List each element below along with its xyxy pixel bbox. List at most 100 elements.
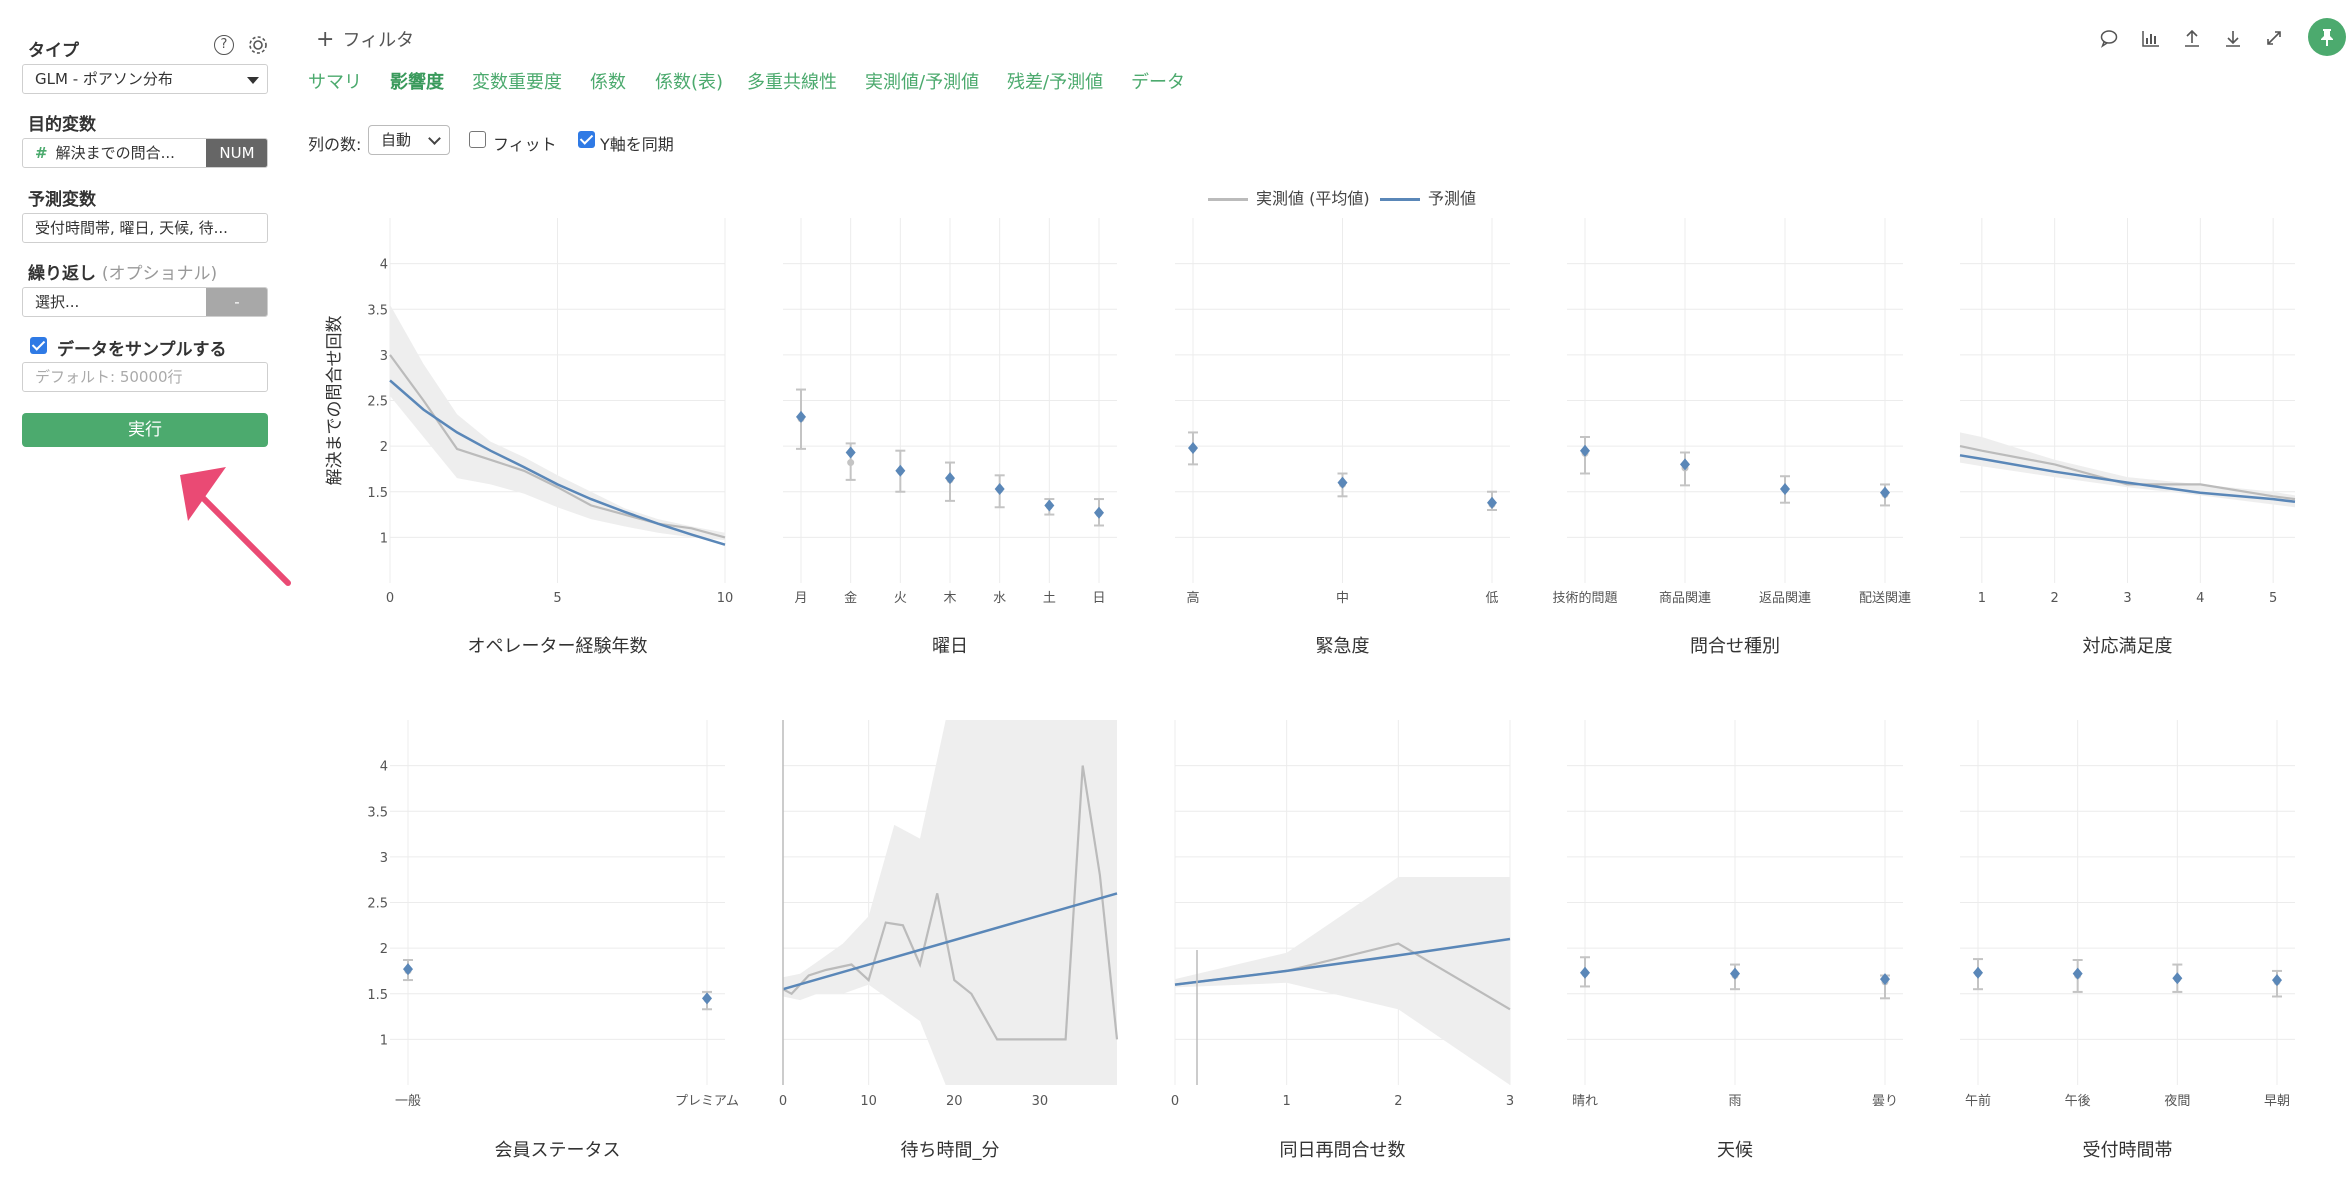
actual-point [1189, 445, 1197, 453]
actual-point [896, 468, 904, 476]
tab-data[interactable]: データ [1131, 72, 1185, 93]
x-tick-label: 高 [1186, 590, 1199, 606]
tab-summary[interactable]: サマリ [308, 72, 362, 93]
x-tick-label: 0 [779, 1094, 787, 1109]
actual-point [1581, 449, 1589, 457]
chart-title: 会員ステータス [495, 1140, 621, 1161]
sample-size-input[interactable]: デフォルト: 50000行 [22, 362, 268, 392]
pred-point [2172, 972, 2183, 985]
pred-point [1730, 967, 1740, 980]
pred-point [994, 483, 1005, 496]
pin-icon[interactable] [2308, 18, 2346, 56]
legend-actual-swatch [1208, 198, 1248, 201]
actual-point [1731, 972, 1739, 979]
chart-panel-7: 0 10 20 30 待ち時間_分 [779, 720, 1119, 1161]
tab-residual[interactable]: 残差/予測値 [1007, 72, 1104, 93]
pred-point [1188, 441, 1198, 454]
pred-point [403, 963, 413, 976]
pred-point [1487, 496, 1497, 509]
pred-point [1337, 476, 1348, 489]
x-tick-label: 午前 [1965, 1093, 1991, 1109]
actual-point [1488, 501, 1496, 509]
pred-point [796, 410, 806, 423]
x-tick-label: 中 [1336, 591, 1349, 606]
pred-point [1973, 966, 1983, 979]
tab-coef-table[interactable]: 係数(表) [655, 72, 724, 93]
pred-line [389, 379, 726, 546]
filter-label: フィルタ [342, 30, 415, 51]
x-tick-label: 晴れ [1572, 1094, 1598, 1109]
actual-point [1881, 490, 1889, 498]
x-tick-label: 雨 [1728, 1094, 1741, 1109]
add-filter-button[interactable]: + フィルタ [316, 26, 414, 52]
columns-select[interactable]: 自動 [368, 125, 450, 155]
x-tick-label: 2 [1394, 1094, 1402, 1109]
confidence-band [783, 720, 1117, 1085]
y-tick-label: 1 [380, 531, 388, 546]
x-tick-label: 夜間 [2164, 1094, 2190, 1109]
tab-coef[interactable]: 係数 [590, 72, 626, 93]
x-tick-label: 30 [1032, 1094, 1049, 1109]
help-icon[interactable]: ? [214, 35, 234, 55]
actual-line [1959, 445, 2296, 501]
x-tick-label: 0 [1171, 1094, 1179, 1109]
repeat-select[interactable]: 選択... - [22, 287, 268, 317]
tab-actual-pred[interactable]: 実測値/予測値 [865, 72, 980, 93]
x-tick-label: 4 [2196, 591, 2204, 606]
actual-point [703, 995, 711, 1003]
x-tick-label: 20 [946, 1094, 963, 1109]
sync-y-checkbox[interactable] [578, 131, 595, 148]
download-icon[interactable] [2222, 28, 2244, 50]
x-tick-label: 木 [943, 591, 956, 606]
type-select[interactable]: GLM - ポアソン分布 [22, 64, 268, 94]
y-tick-label: 3 [380, 851, 388, 866]
expand-icon[interactable] [2263, 28, 2285, 50]
tab-importance[interactable]: 変数重要度 [472, 72, 562, 93]
actual-point [1095, 510, 1103, 518]
pred-point [702, 992, 712, 1005]
confidence-band [1175, 877, 1510, 1085]
sample-label: データをサンプルする [57, 340, 227, 360]
run-button[interactable]: 実行 [22, 413, 268, 447]
chart-title: 天候 [1717, 1140, 1753, 1161]
x-tick-label: 0 [386, 591, 394, 606]
y-tick-label: 4 [380, 258, 388, 273]
legend-actual-label: 実測値 (平均値) [1256, 189, 1370, 208]
upload-icon[interactable] [2181, 28, 2203, 50]
chart-icon[interactable] [2140, 28, 2162, 50]
predictor-field[interactable]: 受付時間帯, 曜日, 天候, 待... [22, 213, 268, 243]
x-tick-label: 曇り [1872, 1094, 1898, 1109]
chart-title: オペレーター経験年数 [468, 636, 648, 657]
chart-title: 緊急度 [1316, 636, 1370, 657]
chart-panel-5: 1 2 3 4 5 対応満足度 [1959, 218, 2296, 657]
x-tick-label: 水 [993, 591, 1006, 606]
x-tick-label: 配送関連 [1859, 591, 1911, 606]
gear-icon[interactable] [247, 34, 269, 60]
predictor-label: 予測変数 [28, 190, 96, 210]
repeat-clear-button[interactable]: - [206, 288, 267, 316]
fit-checkbox[interactable] [469, 131, 486, 148]
pred-point [1580, 444, 1590, 457]
tab-multicollinearity[interactable]: 多重共線性 [747, 72, 837, 93]
pred-point [1580, 966, 1590, 979]
comment-icon[interactable] [2098, 28, 2120, 50]
chart-panel-8: 0 1 2 3 同日再問合せ数 [1171, 720, 1514, 1161]
actual-point [404, 967, 412, 975]
target-field[interactable]: # 解決までの問合... NUM [22, 138, 268, 168]
x-tick-label: 日 [1092, 591, 1105, 606]
pred-point [1680, 458, 1690, 471]
y-tick-label: 1.5 [367, 988, 388, 1003]
chevron-down-icon [428, 132, 441, 145]
legend-pred: 予測値 [1380, 185, 1476, 209]
sample-checkbox[interactable] [30, 337, 47, 354]
confidence-band [1960, 432, 2295, 508]
x-tick-label: 3 [2123, 591, 2131, 606]
chart-title: 受付時間帯 [2083, 1140, 2173, 1161]
y-tick-label: 1.5 [367, 486, 388, 501]
chevron-down-icon [247, 77, 259, 84]
x-tick-label: 午後 [2065, 1094, 2091, 1109]
chart-panel-1: 1 1.5 2 2.5 3 3.5 4 0 5 10 オペレーター経験年数 解決までの問合せ回数 [325, 218, 733, 657]
tab-effect[interactable]: 影響度 [390, 72, 444, 93]
